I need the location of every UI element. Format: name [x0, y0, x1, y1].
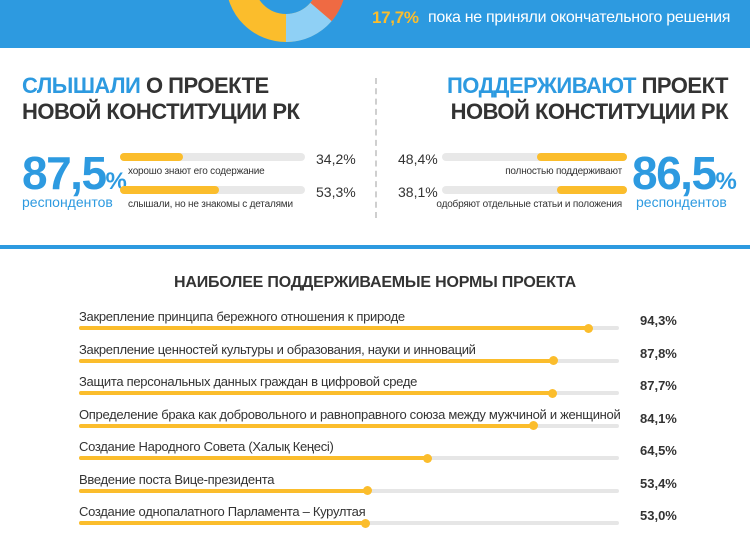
chart-bar-marker	[583, 323, 593, 333]
heard-title-highlight: СЛЫШАЛИ	[22, 73, 141, 98]
support-bar-caption-2: одобряют отдельные статьи и положения	[436, 199, 622, 210]
chart-bar-marker	[548, 388, 558, 398]
support-title: ПОДДЕРЖИВАЮТ ПРОЕКТ НОВОЙ КОНСТИТУЦИИ РК	[446, 73, 729, 125]
heard-bar-caption-1: хорошо знают его содержание	[128, 166, 265, 177]
chart-bar-marker	[360, 518, 370, 528]
heard-title-line2: НОВОЙ КОНСТИТУЦИИ РК	[22, 99, 300, 124]
chart-value-label: 64,5%	[640, 443, 677, 458]
chart-value-label: 94,3%	[640, 313, 677, 328]
heard-title: СЛЫШАЛИ О ПРОЕКТЕ НОВОЙ КОНСТИТУЦИИ РК	[22, 73, 300, 125]
heard-title-rest: О ПРОЕКТЕ	[140, 73, 269, 98]
chart-category-label: Введение поста Вице-президента	[79, 471, 275, 487]
chart-bar	[79, 456, 428, 460]
support-bar-caption-1: полностью поддерживают	[505, 166, 622, 177]
top-banner: 17,7% пока не приняли окончательного реш…	[0, 0, 750, 48]
support-bar-fill-2	[557, 186, 627, 194]
chart-bar	[79, 391, 553, 395]
chart-title: НАИБОЛЕЕ ПОДДЕРЖИВАЕМЫЕ НОРМЫ ПРОЕКТА	[174, 274, 576, 291]
chart-bar	[79, 521, 366, 525]
heard-bar-value-2: 53,3%	[316, 184, 356, 200]
support-bar-value-2: 38,1%	[398, 184, 438, 200]
chart-category-label: Закрепление ценностей культуры и образов…	[79, 341, 476, 357]
donut-segment-blue	[285, 2, 332, 42]
chart-bar-marker	[548, 356, 558, 365]
chart-value-label: 87,7%	[640, 378, 677, 393]
support-title-rest: ПРОЕКТ	[635, 73, 729, 98]
horizontal-divider	[0, 245, 750, 249]
heard-bar-fill-1	[120, 153, 183, 161]
support-bar-track-1	[442, 153, 627, 161]
chart-category-label: Создание однопалатного Парламента – Куру…	[79, 504, 366, 519]
donut-segment-orange	[309, 0, 344, 22]
chart-bar-marker	[528, 421, 538, 430]
chart-value-label: 84,1%	[640, 410, 677, 426]
heard-big-number: 87,5%	[22, 150, 127, 205]
heard-bar-fill-2	[120, 186, 219, 194]
heard-bar-caption-2: слышали, но не знакомы с деталями	[128, 199, 293, 210]
heard-respondents: респондентов	[22, 194, 113, 210]
chart-bar	[79, 423, 534, 428]
support-bar-fill-1	[537, 153, 627, 161]
support-bar-track-2	[442, 186, 627, 194]
chart-bar	[79, 326, 589, 330]
support-title-line2: НОВОЙ КОНСТИТУЦИИ РК	[450, 99, 729, 124]
chart-category-label: Создание Народного Совета (Халық Кеңесі)	[79, 439, 334, 454]
heard-bar-track-1	[120, 153, 305, 161]
support-big-pct: %	[715, 168, 737, 195]
undecided-percent: 17,7%	[372, 8, 419, 27]
support-big-number: 86,5%	[632, 150, 737, 205]
heard-bar-value-1: 34,2%	[316, 151, 356, 167]
chart-category-label: Защита персональных данных граждан в циф…	[79, 374, 418, 389]
chart-bar	[79, 358, 554, 363]
support-bar-value-1: 48,4%	[398, 151, 438, 167]
chart-bar-marker	[422, 453, 432, 463]
chart-bar	[79, 488, 368, 493]
support-respondents: респондентов	[636, 194, 727, 210]
vertical-divider	[375, 78, 377, 218]
chart-category-label: Определение брака как добровольного и ра…	[79, 406, 621, 422]
chart-bar-marker	[362, 486, 372, 495]
support-big-value: 86,5	[632, 147, 717, 199]
chart-value-label: 87,8%	[640, 345, 677, 361]
donut-chart	[228, 0, 344, 42]
chart-value-label: 53,0%	[640, 508, 677, 523]
chart-category-label: Закрепление принципа бережного отношения…	[79, 309, 405, 324]
chart-value-label: 53,4%	[640, 475, 677, 491]
undecided-text: пока не приняли окончательного решения	[428, 9, 731, 26]
heard-big-value: 87,5	[22, 147, 107, 199]
support-title-highlight: ПОДДЕРЖИВАЮТ	[446, 73, 637, 98]
